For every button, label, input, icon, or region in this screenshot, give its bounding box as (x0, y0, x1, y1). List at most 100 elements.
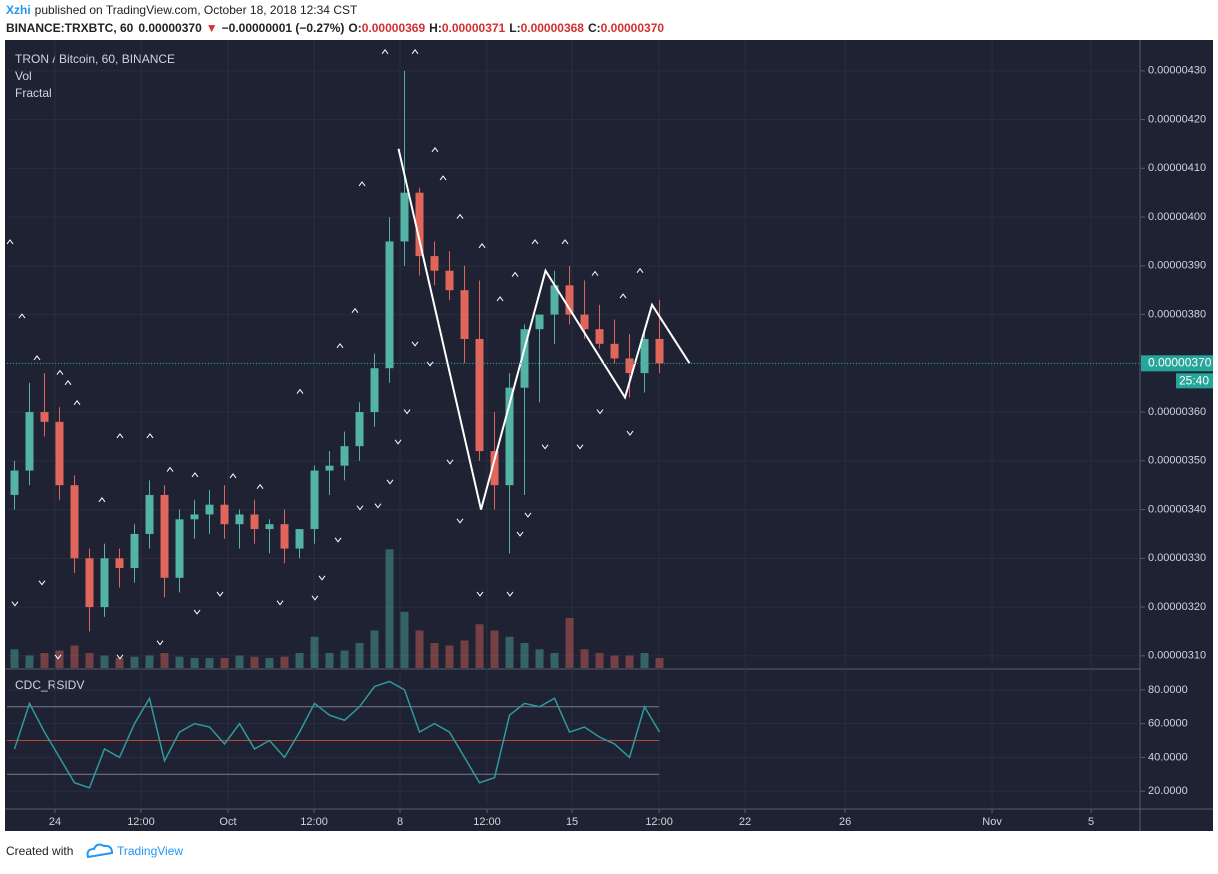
volume-bar (205, 658, 214, 668)
volume-bar (430, 643, 439, 668)
y-tick-label: 0.00000340 (1148, 503, 1206, 515)
candle-body (235, 514, 244, 525)
y-tick-label: 20.0000 (1148, 785, 1188, 797)
candle-body (610, 343, 619, 359)
candle-body (325, 465, 334, 471)
y-tick-label: 60.0000 (1148, 718, 1188, 730)
h-label: H: (429, 21, 442, 35)
fractal-up (73, 399, 81, 406)
volume-bar (445, 645, 454, 668)
candle-body (415, 192, 424, 257)
fractal-down (476, 591, 484, 597)
fractal-down (426, 361, 434, 367)
price-label-box (1141, 355, 1213, 372)
fractal-down (54, 654, 62, 660)
fractal-up (636, 267, 644, 274)
candle-body (550, 285, 559, 315)
fractal-up (431, 146, 439, 153)
legend-entry: Fractal (15, 86, 52, 100)
fractal-down (386, 479, 394, 485)
y-tick-label: 0.00000420 (1148, 113, 1206, 125)
fractal-up (6, 239, 14, 245)
fractal-up (531, 239, 539, 245)
fractal-up (191, 472, 199, 478)
fractal-down (11, 601, 19, 607)
footer-brand[interactable]: TradingView (117, 844, 183, 858)
fractal-down (116, 654, 124, 660)
candle-body (100, 558, 109, 608)
indicator-title: CDC_RSIDV (15, 678, 84, 692)
volume-bar (175, 656, 184, 668)
fractal-down (216, 591, 224, 597)
candle-body (10, 470, 19, 495)
candle-body (595, 329, 604, 344)
fractal-up (591, 270, 599, 276)
candle-body (160, 494, 169, 578)
volume-bar (655, 658, 664, 668)
candle-body (400, 192, 409, 242)
volume-bar (610, 655, 619, 668)
candle-body (445, 270, 454, 291)
countdown-box (1176, 373, 1213, 389)
fractal-up (116, 433, 124, 439)
y-tick-label: 0.00000310 (1148, 650, 1206, 662)
candle-body (460, 290, 469, 339)
fractal-up (619, 293, 627, 299)
open: 0.00000369 (362, 21, 426, 35)
brand-logo (86, 843, 114, 859)
volume-bar (115, 658, 124, 668)
quote-line: BINANCE:TRXBTC, 60 0.00000370 ▼ −0.00000001… (6, 21, 664, 35)
header-line: Xzhi published on TradingView.com, Octobe… (6, 3, 358, 17)
x-tick-label: 12:00 (300, 816, 328, 828)
fractal-down (38, 580, 46, 586)
fractal-up (478, 243, 486, 249)
x-tick-label: 12:00 (473, 816, 501, 828)
y-tick-label: 0.00000400 (1148, 211, 1206, 223)
footer-created: Created with (6, 844, 73, 858)
candle-body (40, 412, 49, 422)
legend-entry: Vol (15, 69, 32, 83)
volume-bar (85, 653, 94, 668)
y-tick-label: 40.0000 (1148, 751, 1188, 763)
candle-body (130, 533, 139, 569)
volume-bar (325, 653, 334, 668)
author[interactable]: Xzhi (6, 3, 31, 17)
fractal-up (351, 307, 359, 313)
volume-bar (400, 611, 409, 668)
fractal-up (229, 473, 237, 479)
volume-bar (265, 658, 274, 668)
candle-body (70, 485, 79, 559)
y-tick-label: 0.00000410 (1148, 162, 1206, 174)
volume-bar (520, 643, 529, 668)
volume-bar (235, 655, 244, 668)
volume-bar (475, 624, 484, 668)
volume-bar (355, 643, 364, 668)
candle-body (250, 514, 259, 530)
fractal-down (456, 518, 464, 524)
fractal-up (166, 466, 174, 472)
volume-bar (595, 653, 604, 668)
rsi-line (13, 680, 661, 789)
x-tick-label: 15 (566, 816, 578, 828)
fractal-down (626, 430, 634, 436)
fractal-down (506, 591, 514, 597)
candle-body (385, 241, 394, 369)
volume-bar (130, 656, 139, 668)
x-tick-label: 24 (49, 816, 61, 828)
candle-body (430, 256, 439, 271)
volume-bar (280, 656, 289, 668)
l-label: L: (509, 21, 520, 35)
volume-bar (40, 653, 49, 668)
volume-bar (565, 618, 574, 668)
symbol: BINANCE:TRXBTC, 60 (6, 21, 134, 35)
low: 0.00000368 (521, 21, 585, 35)
volume-bar (580, 649, 589, 668)
fractal-up (439, 175, 447, 181)
volume-bar (535, 649, 544, 668)
candle-body (295, 529, 304, 549)
fractal-up (456, 213, 464, 219)
x-tick-label: 22 (739, 816, 751, 828)
volume-bar (550, 653, 559, 668)
o-label: O: (348, 21, 361, 35)
candle-body (220, 504, 229, 525)
